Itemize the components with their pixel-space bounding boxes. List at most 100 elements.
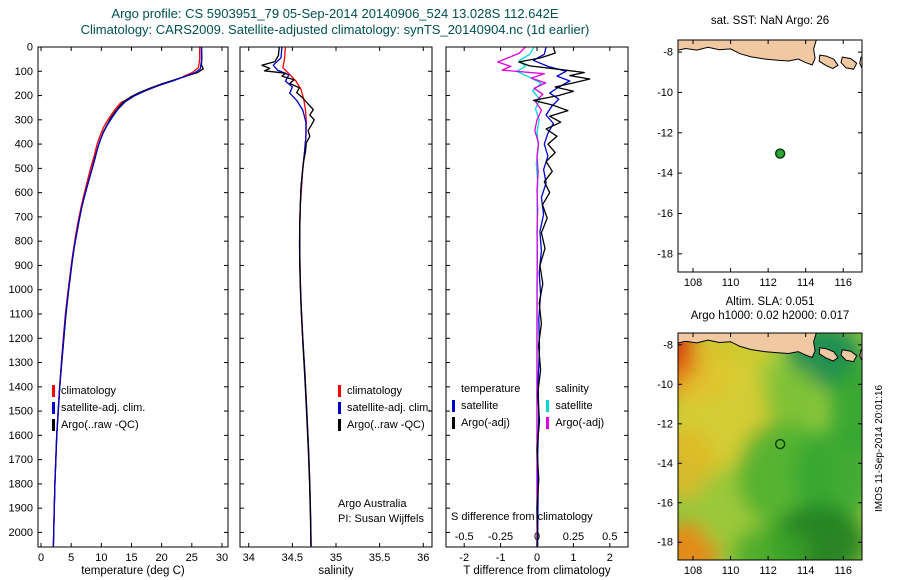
map1-axes-box [677,39,863,273]
svg-text:-10: -10 [657,87,673,99]
svg-text:400: 400 [15,139,33,151]
svg-text:25: 25 [186,552,198,564]
series-t-diff-argo [518,47,591,547]
sla-map-subtitle: Argo h1000: 0.02 h2000: 0.017 [690,310,850,322]
legend-label: satellite [555,399,593,412]
climatology-line-swatch [52,384,55,397]
salinity-legend-header: salinity [555,382,589,395]
map2-sla-field [678,333,862,560]
map1-panel: 108 110 112 114 116 -8 -10 -12 -14 -16 -18 [657,39,863,289]
svg-text:-8: -8 [663,47,673,59]
series-satellite-adj-clim [272,47,312,547]
svg-text:112: 112 [759,565,777,577]
temp-panel: 0 5 10 15 20 25 300100200300400500600700800900… [9,42,229,564]
svg-text:108: 108 [684,565,702,577]
svg-text:-18: -18 [657,537,673,549]
salinity-axis-label: salinity [318,565,354,577]
legend-label: Argo(..raw -QC) [347,418,425,431]
t-difference-axis-label: T difference from climatology [463,565,611,577]
legend-item-t-satellite: satellite [452,397,520,414]
difference-legend-salinity-column: salinity satellite Argo(-adj) [546,380,604,431]
series-t-diff-satellite [532,47,571,547]
svg-text:200: 200 [15,90,33,102]
imos-watermark: IMOS 11-Sep-2014 20:01:16 [874,384,885,512]
svg-text:112: 112 [759,277,777,289]
svg-text:-18: -18 [657,248,673,260]
legend-item-s-argo: Argo(-adj) [546,414,604,431]
svg-text:1: 1 [570,552,576,564]
sla-map-title: Altim. SLA: 0.051 [725,296,815,308]
sst-map-title: sat. SST: NaN Argo: 26 [710,15,830,27]
svg-text:15: 15 [125,552,137,564]
s-difference-axis-label: S difference from climatology [451,511,593,523]
svg-text:114: 114 [797,277,815,289]
sal-ticks: 34 34.5 35 35.5 36 [240,46,432,564]
series-s-diff-argo [497,47,547,547]
svg-text:1400: 1400 [9,381,33,393]
svg-text:110: 110 [722,277,740,289]
svg-text:-14: -14 [657,458,673,470]
svg-text:20: 20 [156,552,168,564]
svg-text:0: 0 [38,552,44,564]
s-satellite-line-swatch [546,399,550,412]
svg-text:30: 30 [216,552,228,564]
diff-panel: -2 -1 0 1 2 -0.5 -0.25 0 0.25 0.5 [445,46,629,564]
temperature-legend-header: temperature [461,382,521,395]
credits: Argo Australia PI: Susan Wijffels [338,497,424,527]
svg-text:700: 700 [15,211,33,223]
svg-text:114: 114 [797,565,815,577]
legend-label: satellite-adj. clim. [347,401,432,414]
legend-label: climatology [347,384,403,397]
svg-text:116: 116 [834,565,852,577]
series-argo-raw-qc [261,47,315,547]
difference-legend: temperature satellite Argo(-adj) salinit… [452,380,604,431]
svg-text:1700: 1700 [9,454,33,466]
svg-text:116: 116 [834,277,852,289]
svg-text:1100: 1100 [9,308,33,320]
legend-item-climatology: climatology [52,382,145,399]
credits-pi: PI: Susan Wijffels [338,513,424,525]
legend-label: Argo(..raw -QC) [61,418,139,431]
temperature-axis-label: temperature (deg C) [81,565,185,577]
svg-text:600: 600 [15,187,33,199]
series-satellite-adj-clim [52,47,203,547]
svg-text:-1: -1 [496,552,506,564]
climatology-line-swatch [338,384,341,397]
map2-coastline [678,333,862,363]
legend-item-argo: Argo(..raw -QC) [338,416,431,433]
svg-text:0.5: 0.5 [602,531,617,543]
map2-ticks: 108 110 112 114 116 -8 -10 -12 -14 -16 -18 [657,333,862,577]
figure-subtitle: Climatology: CARS2009. Satellite-adjuste… [80,22,590,37]
svg-text:1800: 1800 [9,478,33,490]
diff-ticks: -2 -1 0 1 2 -0.5 -0.25 0 0.25 0.5 [446,46,628,564]
sal-axes-box [239,46,433,548]
legend-item-satellite-adj: satellite-adj. clim. [338,399,431,416]
difference-legend-temperature-column: temperature satellite Argo(-adj) [452,380,520,431]
s-argo-line-swatch [546,416,550,429]
t-satellite-line-swatch [452,399,455,412]
svg-text:5: 5 [68,552,74,564]
svg-text:800: 800 [15,236,33,248]
argo-line-swatch [338,418,341,431]
svg-text:1600: 1600 [9,430,33,442]
series-argo-raw-qc [52,47,204,547]
salinity-legend: climatology satellite-adj. clim. Argo(..… [338,382,431,433]
temperature-legend: climatology satellite-adj. clim. Argo(..… [52,382,145,433]
legend-label: satellite-adj. clim. [61,401,146,414]
svg-text:500: 500 [15,163,33,175]
svg-text:-12: -12 [657,127,673,139]
svg-text:35.5: 35.5 [369,552,390,564]
svg-text:0: 0 [27,42,33,54]
svg-text:35: 35 [330,552,342,564]
svg-text:2000: 2000 [9,527,33,539]
legend-label: Argo(-adj) [461,416,510,429]
svg-text:10: 10 [95,552,107,564]
svg-text:36: 36 [417,552,429,564]
map1-ticks: 108 110 112 114 116 -8 -10 -12 -14 -16 -18 [657,40,862,289]
figure-title: Argo profile: CS 5903951_79 05-Sep-2014 … [111,6,559,21]
svg-text:-12: -12 [657,418,673,430]
satellite-adj-line-swatch [338,401,341,414]
legend-item-argo: Argo(..raw -QC) [52,416,145,433]
